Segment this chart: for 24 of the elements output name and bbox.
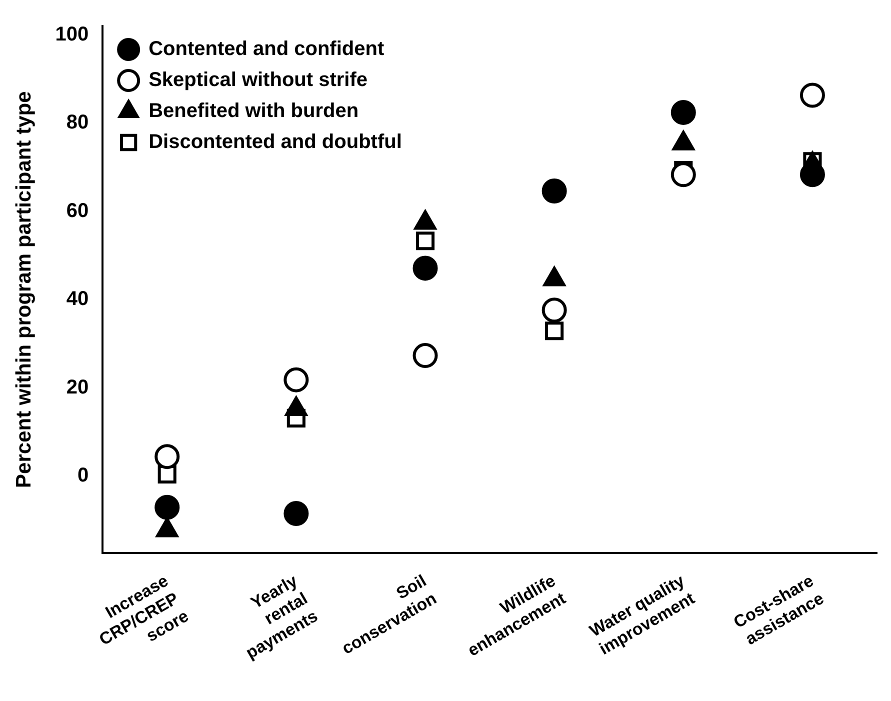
point: [542, 178, 567, 204]
point: [284, 501, 309, 526]
point: [412, 343, 438, 368]
point: [670, 100, 696, 125]
y-tick-label: 0: [77, 464, 89, 487]
y-tick-label: 20: [66, 376, 89, 398]
legend-label: Benefited with burden: [148, 100, 359, 122]
point: [416, 232, 435, 250]
point: [800, 82, 825, 108]
point: [542, 298, 567, 323]
y-tick-label: 100: [55, 23, 89, 46]
point: [545, 322, 564, 340]
legend-label: Skeptical without strife: [148, 69, 368, 92]
point: [154, 494, 180, 520]
point: [154, 444, 180, 470]
y-tick-label: 40: [66, 288, 89, 310]
point: [412, 256, 438, 281]
y-axis-title: Percent within program participant type: [12, 91, 36, 488]
y-tick-label: 60: [66, 200, 89, 222]
point: [670, 162, 696, 188]
y-tick-label: 80: [66, 112, 89, 134]
point: [284, 367, 309, 392]
legend-label: Discontented and doubtful: [148, 131, 402, 154]
legend-label: Contented and confident: [148, 38, 384, 60]
